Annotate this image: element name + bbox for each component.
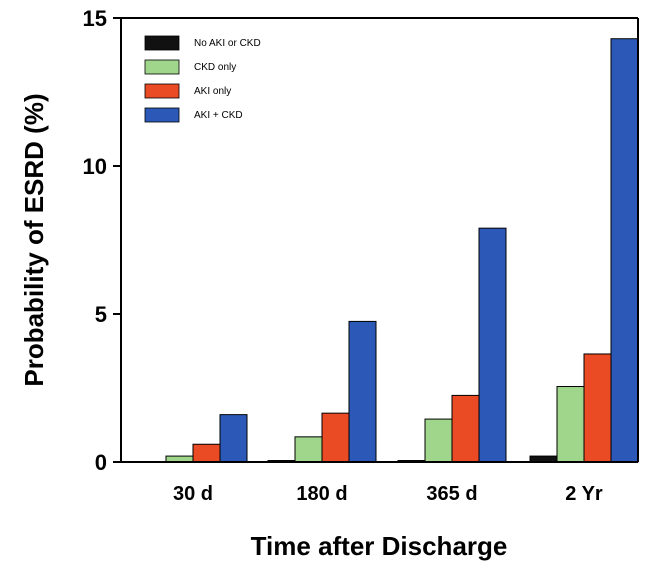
bar-group-365-d <box>397 227 507 463</box>
y-axis-title: Probability of ESRD (%) <box>19 93 49 386</box>
legend-item: AKI + CKD <box>144 107 243 123</box>
bar-aki-ckd-30-d <box>219 414 248 463</box>
axes-layer: 0 5 10 15 30 d 180 d 365 d 2 Yr <box>83 6 639 505</box>
bar-aki-only-365-d <box>451 394 480 463</box>
legend-item: CKD only <box>144 59 236 75</box>
bar-aki-only-2-yr <box>583 353 612 463</box>
legend-swatch <box>144 107 180 123</box>
bar-ckd-only-365-d <box>424 418 453 463</box>
x-axis-title: Time after Discharge <box>251 531 508 561</box>
y-tick-label: 5 <box>95 302 107 327</box>
bar-aki-ckd-180-d <box>348 320 377 463</box>
bar-aki-ckd-2-yr <box>610 38 639 463</box>
legend-item: AKI only <box>144 83 231 99</box>
legend-label: CKD only <box>194 62 236 73</box>
y-tick-label: 15 <box>83 6 107 31</box>
bar-ckd-only-180-d <box>294 436 323 463</box>
y-tick-label: 0 <box>95 450 107 475</box>
legend-item: No AKI or CKD <box>144 35 261 51</box>
legend-swatch <box>144 83 180 99</box>
legend: No AKI or CKD CKD only AKI only AKI + CKD <box>144 35 261 123</box>
bar-aki-only-180-d <box>321 412 350 463</box>
x-tick-label: 2 Yr <box>565 483 603 505</box>
bar-group-180-d <box>267 320 377 463</box>
bar-ckd-only-2-yr <box>556 386 585 463</box>
legend-label: AKI + CKD <box>194 110 243 121</box>
legend-swatch <box>144 59 180 75</box>
y-tick-label: 10 <box>83 154 107 179</box>
legend-label: AKI only <box>194 86 231 97</box>
bar-group-30-d <box>138 414 248 463</box>
x-tick-label: 180 d <box>296 483 347 505</box>
bar-aki-ckd-365-d <box>478 227 507 463</box>
bar-aki-only-30-d <box>192 443 221 463</box>
bars-layer <box>138 38 639 463</box>
x-tick-label: 365 d <box>426 483 477 505</box>
legend-label: No AKI or CKD <box>194 38 261 49</box>
x-tick-label: 30 d <box>173 483 213 505</box>
legend-swatch <box>144 35 180 51</box>
bar-group-2-yr <box>529 38 639 463</box>
